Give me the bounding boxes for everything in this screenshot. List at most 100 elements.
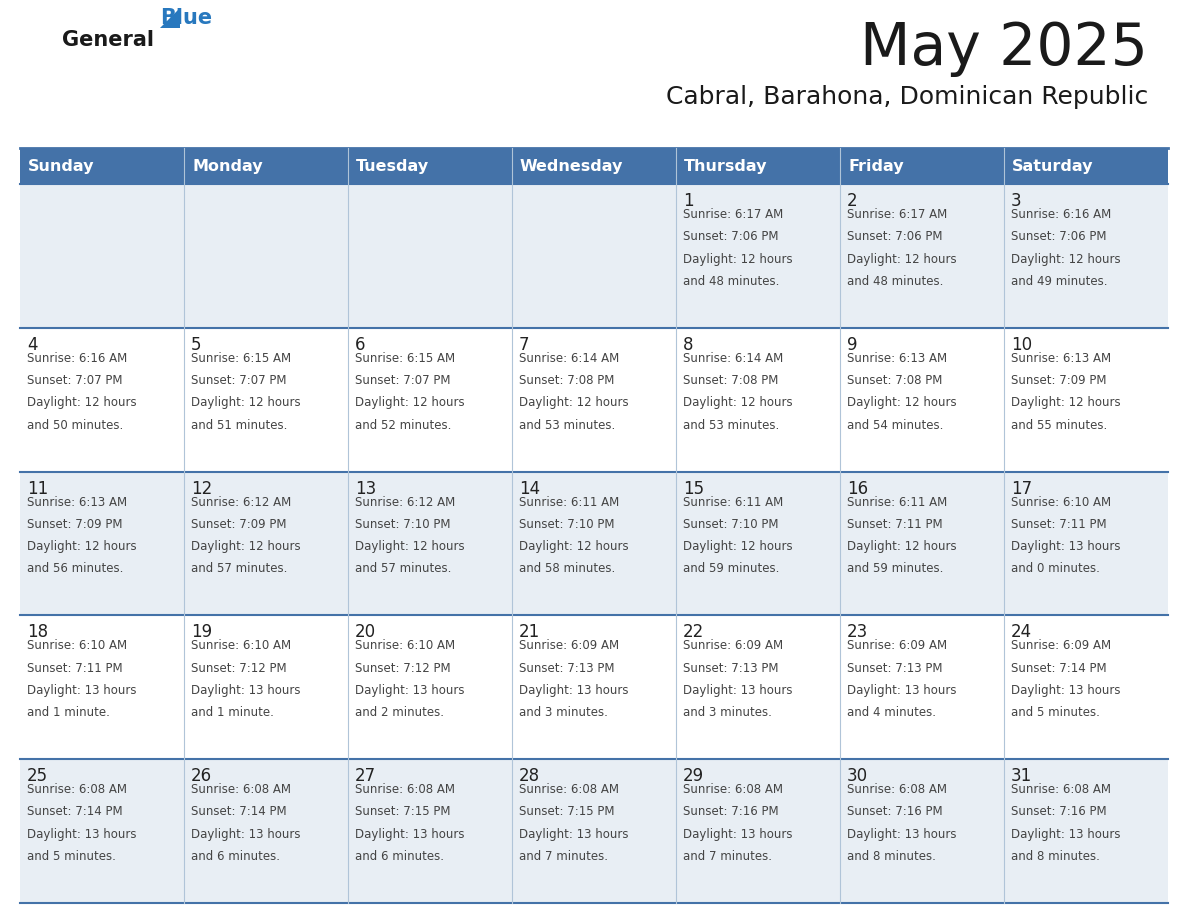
Text: and 49 minutes.: and 49 minutes. <box>1011 274 1107 288</box>
Text: Sunrise: 6:09 AM: Sunrise: 6:09 AM <box>1011 640 1111 653</box>
Text: and 6 minutes.: and 6 minutes. <box>191 850 280 863</box>
Text: and 58 minutes.: and 58 minutes. <box>519 563 615 576</box>
Text: Sunrise: 6:13 AM: Sunrise: 6:13 AM <box>847 352 947 364</box>
Text: and 51 minutes.: and 51 minutes. <box>191 419 287 431</box>
Text: Daylight: 13 hours: Daylight: 13 hours <box>683 684 792 697</box>
Text: 3: 3 <box>1011 192 1022 210</box>
Text: Sunrise: 6:11 AM: Sunrise: 6:11 AM <box>683 496 783 509</box>
Text: Sunset: 7:06 PM: Sunset: 7:06 PM <box>683 230 778 243</box>
Text: 26: 26 <box>191 767 213 785</box>
Text: 10: 10 <box>1011 336 1032 353</box>
Text: Sunrise: 6:12 AM: Sunrise: 6:12 AM <box>191 496 291 509</box>
Text: 8: 8 <box>683 336 694 353</box>
Text: Sunrise: 6:09 AM: Sunrise: 6:09 AM <box>683 640 783 653</box>
Text: Sunset: 7:10 PM: Sunset: 7:10 PM <box>355 518 450 531</box>
Text: and 56 minutes.: and 56 minutes. <box>27 563 124 576</box>
Text: Daylight: 13 hours: Daylight: 13 hours <box>847 828 956 841</box>
Text: Sunset: 7:16 PM: Sunset: 7:16 PM <box>847 805 942 819</box>
Text: Sunset: 7:08 PM: Sunset: 7:08 PM <box>683 375 778 387</box>
Text: Saturday: Saturday <box>1012 159 1093 174</box>
Text: Sunset: 7:09 PM: Sunset: 7:09 PM <box>1011 375 1106 387</box>
Text: and 8 minutes.: and 8 minutes. <box>1011 850 1100 863</box>
Text: Sunrise: 6:16 AM: Sunrise: 6:16 AM <box>1011 208 1111 221</box>
Text: Sunset: 7:13 PM: Sunset: 7:13 PM <box>847 662 942 675</box>
Text: Daylight: 13 hours: Daylight: 13 hours <box>27 828 137 841</box>
Text: and 7 minutes.: and 7 minutes. <box>519 850 608 863</box>
Text: Sunrise: 6:12 AM: Sunrise: 6:12 AM <box>355 496 455 509</box>
Text: Daylight: 12 hours: Daylight: 12 hours <box>519 540 628 554</box>
Bar <box>20 759 1168 903</box>
Bar <box>20 328 1168 472</box>
Text: 14: 14 <box>519 479 541 498</box>
Text: Daylight: 12 hours: Daylight: 12 hours <box>355 397 465 409</box>
Text: Sunset: 7:11 PM: Sunset: 7:11 PM <box>1011 518 1107 531</box>
Text: 30: 30 <box>847 767 868 785</box>
Text: and 3 minutes.: and 3 minutes. <box>519 706 608 720</box>
Text: 5: 5 <box>191 336 202 353</box>
Text: 2: 2 <box>847 192 858 210</box>
Text: 31: 31 <box>1011 767 1032 785</box>
Text: Wednesday: Wednesday <box>520 159 624 174</box>
Text: Daylight: 12 hours: Daylight: 12 hours <box>683 540 792 554</box>
Text: Sunset: 7:09 PM: Sunset: 7:09 PM <box>191 518 286 531</box>
Text: 7: 7 <box>519 336 530 353</box>
Text: Sunset: 7:08 PM: Sunset: 7:08 PM <box>519 375 614 387</box>
Text: Daylight: 13 hours: Daylight: 13 hours <box>191 684 301 697</box>
Text: 1: 1 <box>683 192 694 210</box>
Text: Sunset: 7:14 PM: Sunset: 7:14 PM <box>191 805 286 819</box>
Text: 15: 15 <box>683 479 704 498</box>
Text: and 4 minutes.: and 4 minutes. <box>847 706 936 720</box>
Text: Cabral, Barahona, Dominican Republic: Cabral, Barahona, Dominican Republic <box>665 85 1148 109</box>
Text: General: General <box>62 30 154 50</box>
Bar <box>20 184 1168 328</box>
Text: and 59 minutes.: and 59 minutes. <box>847 563 943 576</box>
Text: Daylight: 12 hours: Daylight: 12 hours <box>519 397 628 409</box>
Text: Daylight: 13 hours: Daylight: 13 hours <box>519 684 628 697</box>
Text: Sunset: 7:07 PM: Sunset: 7:07 PM <box>27 375 122 387</box>
Text: Sunset: 7:16 PM: Sunset: 7:16 PM <box>683 805 778 819</box>
Text: and 52 minutes.: and 52 minutes. <box>355 419 451 431</box>
Text: and 1 minute.: and 1 minute. <box>27 706 109 720</box>
Text: Sunrise: 6:10 AM: Sunrise: 6:10 AM <box>1011 496 1111 509</box>
Text: 22: 22 <box>683 623 704 642</box>
Text: Daylight: 13 hours: Daylight: 13 hours <box>191 828 301 841</box>
Text: Daylight: 12 hours: Daylight: 12 hours <box>27 397 137 409</box>
Text: Sunrise: 6:17 AM: Sunrise: 6:17 AM <box>847 208 947 221</box>
Text: Daylight: 12 hours: Daylight: 12 hours <box>847 252 956 265</box>
Text: Sunset: 7:08 PM: Sunset: 7:08 PM <box>847 375 942 387</box>
Text: Sunrise: 6:13 AM: Sunrise: 6:13 AM <box>1011 352 1111 364</box>
Text: Sunset: 7:11 PM: Sunset: 7:11 PM <box>27 662 122 675</box>
Text: Sunrise: 6:11 AM: Sunrise: 6:11 AM <box>519 496 619 509</box>
Text: Sunrise: 6:08 AM: Sunrise: 6:08 AM <box>191 783 291 796</box>
Text: Sunrise: 6:10 AM: Sunrise: 6:10 AM <box>27 640 127 653</box>
Text: Sunrise: 6:10 AM: Sunrise: 6:10 AM <box>191 640 291 653</box>
Text: Sunset: 7:09 PM: Sunset: 7:09 PM <box>27 518 122 531</box>
Text: and 7 minutes.: and 7 minutes. <box>683 850 772 863</box>
Text: Daylight: 12 hours: Daylight: 12 hours <box>683 252 792 265</box>
Text: Sunrise: 6:17 AM: Sunrise: 6:17 AM <box>683 208 783 221</box>
Text: Sunrise: 6:08 AM: Sunrise: 6:08 AM <box>1011 783 1111 796</box>
Text: 23: 23 <box>847 623 868 642</box>
Text: and 6 minutes.: and 6 minutes. <box>355 850 444 863</box>
Text: 27: 27 <box>355 767 377 785</box>
Text: Daylight: 13 hours: Daylight: 13 hours <box>847 684 956 697</box>
Text: and 59 minutes.: and 59 minutes. <box>683 563 779 576</box>
Text: Sunrise: 6:08 AM: Sunrise: 6:08 AM <box>683 783 783 796</box>
Text: Monday: Monday <box>192 159 263 174</box>
Text: Daylight: 12 hours: Daylight: 12 hours <box>1011 252 1120 265</box>
Text: 20: 20 <box>355 623 377 642</box>
Text: Sunset: 7:16 PM: Sunset: 7:16 PM <box>1011 805 1107 819</box>
Text: Sunset: 7:11 PM: Sunset: 7:11 PM <box>847 518 942 531</box>
Text: Sunrise: 6:15 AM: Sunrise: 6:15 AM <box>191 352 291 364</box>
Text: Daylight: 12 hours: Daylight: 12 hours <box>683 397 792 409</box>
Text: Daylight: 12 hours: Daylight: 12 hours <box>191 397 301 409</box>
Text: and 5 minutes.: and 5 minutes. <box>27 850 116 863</box>
Text: Sunset: 7:13 PM: Sunset: 7:13 PM <box>519 662 614 675</box>
Text: 9: 9 <box>847 336 858 353</box>
Text: and 8 minutes.: and 8 minutes. <box>847 850 936 863</box>
Text: Sunset: 7:07 PM: Sunset: 7:07 PM <box>191 375 286 387</box>
Text: Sunrise: 6:14 AM: Sunrise: 6:14 AM <box>519 352 619 364</box>
Text: 28: 28 <box>519 767 541 785</box>
Text: Thursday: Thursday <box>684 159 767 174</box>
Text: 11: 11 <box>27 479 49 498</box>
